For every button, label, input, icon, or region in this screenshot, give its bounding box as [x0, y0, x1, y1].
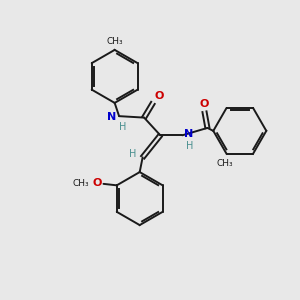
Text: H: H: [129, 149, 136, 159]
Text: N: N: [184, 129, 193, 140]
Text: H: H: [186, 141, 194, 151]
Text: CH₃: CH₃: [73, 179, 89, 188]
Text: N: N: [107, 112, 117, 122]
Text: O: O: [154, 91, 164, 100]
Text: H: H: [119, 122, 126, 132]
Text: O: O: [93, 178, 102, 188]
Text: CH₃: CH₃: [217, 159, 233, 168]
Text: CH₃: CH₃: [106, 38, 123, 46]
Text: O: O: [199, 99, 208, 109]
